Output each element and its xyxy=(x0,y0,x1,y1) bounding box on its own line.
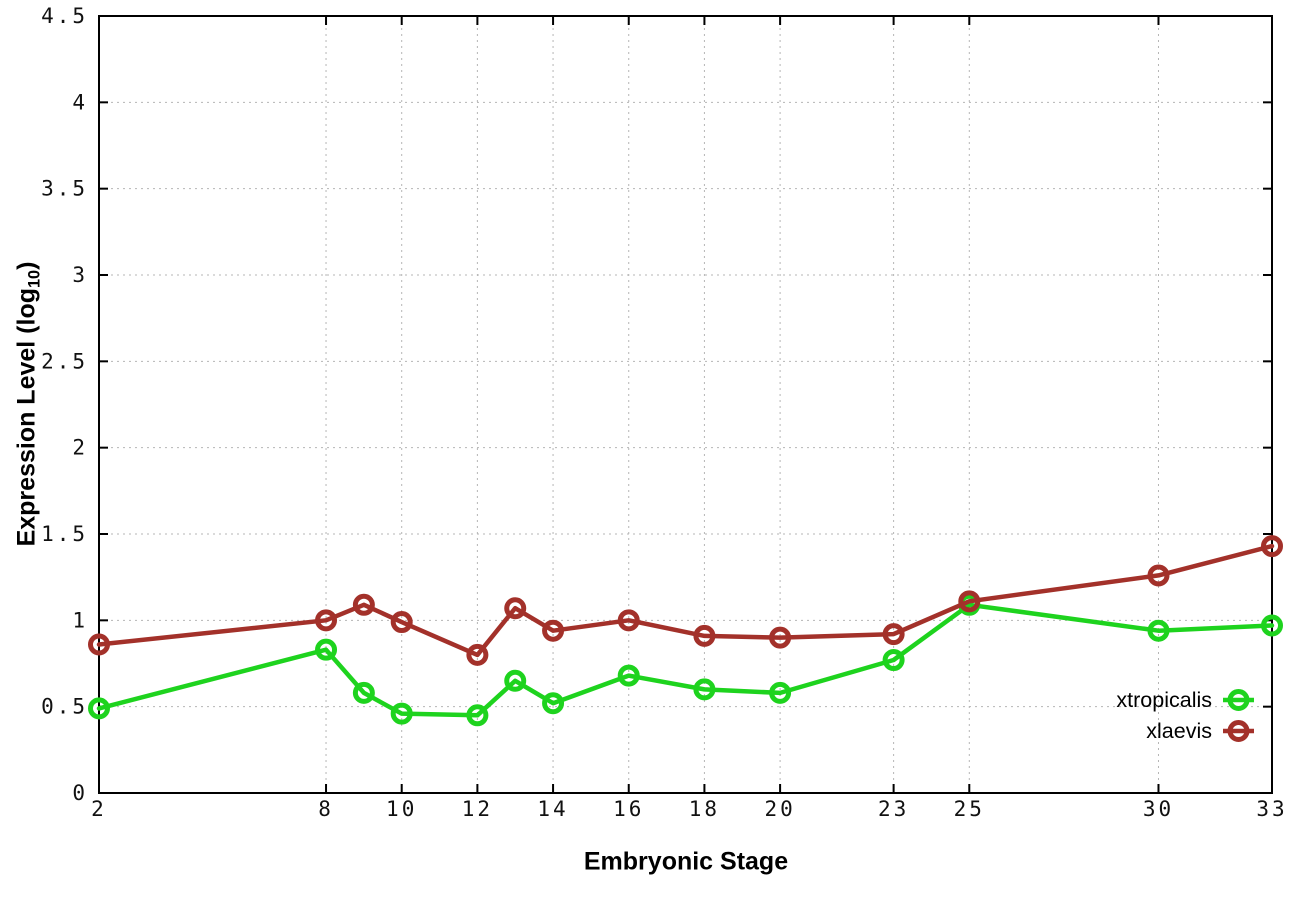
data-point-xtropicalis xyxy=(693,678,716,701)
y-tick-label: 4 xyxy=(72,90,88,114)
x-tick-label: 30 xyxy=(1143,797,1174,821)
data-point-xtropicalis xyxy=(352,681,375,704)
data-point-xlaevis xyxy=(542,619,565,642)
x-tick-label: 8 xyxy=(318,797,334,821)
series-line-xtropicalis xyxy=(96,602,1275,718)
x-tick-label: 25 xyxy=(954,797,985,821)
x-tick-label: 14 xyxy=(537,797,568,821)
y-tick-label: 4.5 xyxy=(41,4,88,28)
data-point-xtropicalis xyxy=(390,702,413,725)
x-tick-label: 20 xyxy=(764,797,795,821)
y-axis-label-subscript: 10 xyxy=(25,269,44,288)
data-point-xtropicalis xyxy=(542,692,565,715)
legend-label-xtropicalis: xtropicalis xyxy=(1116,688,1212,712)
data-point-xlaevis xyxy=(1261,535,1283,558)
plot-border xyxy=(98,15,1273,794)
data-point-xlaevis xyxy=(504,597,527,620)
data-point-xtropicalis xyxy=(1261,614,1283,637)
data-point-xtropicalis xyxy=(466,704,489,727)
legend-label-xlaevis: xlaevis xyxy=(1146,719,1212,743)
y-tick-label: 1 xyxy=(72,608,88,632)
data-point-xlaevis xyxy=(617,609,640,632)
y-tick-label: 1.5 xyxy=(41,522,88,546)
data-point-xlaevis xyxy=(958,590,981,613)
x-tick-label: 16 xyxy=(613,797,644,821)
y-tick-label: 2.5 xyxy=(41,349,88,373)
y-tick-label: 0 xyxy=(72,781,88,805)
data-point-xlaevis xyxy=(1147,564,1170,587)
data-point-xlaevis xyxy=(88,633,110,656)
legend-marker-xlaevis xyxy=(1227,720,1250,742)
y-axis-label: Expression Level (log10) xyxy=(12,262,44,547)
x-tick-label: 12 xyxy=(462,797,493,821)
data-point-xtropicalis xyxy=(769,681,792,704)
data-point-xtropicalis xyxy=(1147,619,1170,642)
y-axis-label-main: Expression Level (log xyxy=(12,287,41,547)
data-point-xlaevis xyxy=(882,623,905,646)
data-point-xlaevis xyxy=(466,643,489,666)
legend-marker-xtropicalis xyxy=(1227,689,1250,711)
y-tick-label: 0.5 xyxy=(41,695,88,719)
data-point-xlaevis xyxy=(769,626,792,649)
data-point-xtropicalis xyxy=(617,664,640,687)
x-tick-label: 33 xyxy=(1256,797,1287,821)
x-tick-label: 2 xyxy=(91,797,107,821)
x-tick-label: 10 xyxy=(386,797,417,821)
data-point-xlaevis xyxy=(352,593,375,616)
x-axis-label: Embryonic Stage xyxy=(583,847,789,876)
data-point-xtropicalis xyxy=(315,638,338,661)
y-tick-label: 3.5 xyxy=(41,177,88,201)
y-tick-label: 2 xyxy=(72,436,88,460)
series-line-xlaevis xyxy=(96,543,1275,658)
data-point-xlaevis xyxy=(693,624,716,647)
data-point-xtropicalis xyxy=(504,669,527,692)
x-tick-label: 18 xyxy=(689,797,720,821)
data-point-xlaevis xyxy=(390,611,413,634)
x-tick-label: 23 xyxy=(878,797,909,821)
data-point-xlaevis xyxy=(315,609,338,632)
data-point-xtropicalis xyxy=(88,697,110,720)
y-tick-label: 3 xyxy=(72,263,88,287)
data-point-xtropicalis xyxy=(882,649,905,672)
